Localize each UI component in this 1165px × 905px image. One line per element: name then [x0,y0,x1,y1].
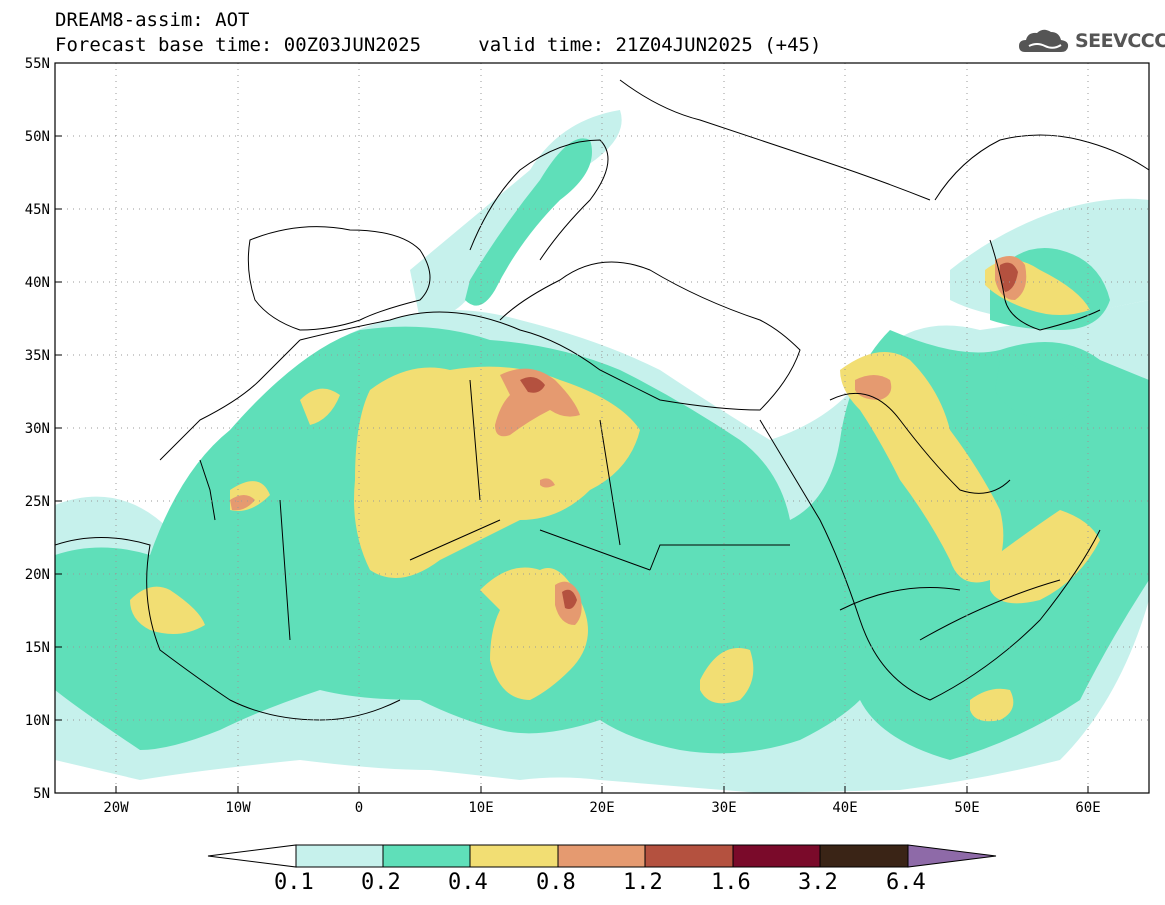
lon-label-20w: 20W [103,800,129,816]
lat-label-40n: 40N [25,275,50,291]
colorbar-label-0-2: 0.2 [361,870,401,895]
lat-label-15n: 15N [25,640,50,656]
lat-label-50n: 50N [25,129,50,145]
colorbar-label-1-2: 1.2 [623,870,663,895]
coastlines [55,79,1149,721]
lat-label-55n: 55N [25,56,50,72]
colorbar [207,844,997,868]
colorbar-label-3-2: 3.2 [798,870,838,895]
lon-label-10w: 10W [225,800,251,816]
lon-label-30e: 30E [711,800,736,816]
lon-label-60e: 60E [1075,800,1100,816]
colorbar-bin-0-1 [295,844,384,868]
lat-label-45n: 45N [25,202,50,218]
map-grid [55,63,1149,793]
lon-label-0: 0 [355,800,363,816]
aot-level-0-4 [130,260,1100,722]
colorbar-label-0-1: 0.1 [274,870,314,895]
lat-label-30n: 30N [25,421,50,437]
lon-label-20e: 20E [589,800,614,816]
colorbar-label-6-4: 6.4 [886,870,926,895]
valid-time-label: valid time: 21Z04JUN2025 (+45) [478,34,822,56]
aot-fields [55,110,1149,793]
lon-label-10e: 10E [468,800,493,816]
colorbar-bin-1-2 [644,844,734,868]
lon-label-40e: 40E [832,800,857,816]
lat-label-25n: 25N [25,494,50,510]
colorbar-bin-0-2 [382,844,471,868]
logo-text: SEEVCCC [1075,30,1165,52]
colorbar-label-1-6: 1.6 [711,870,751,895]
base-time-label: Forecast base time: 00Z03JUN2025 [55,34,422,56]
cloud-logo-icon [1019,29,1069,52]
lat-label-10n: 10N [25,713,50,729]
forecast-time-line: Forecast base time: 00Z03JUN2025 valid t… [55,35,821,55]
colorbar-bin-0-4 [469,844,559,868]
colorbar-bin-3-2 [819,844,909,868]
colorbar-high-arrow [907,844,997,868]
lon-label-50e: 50E [954,800,979,816]
colorbar-label-0-4: 0.4 [448,870,488,895]
lat-label-20n: 20N [25,567,50,583]
axis-ticks [55,135,1089,793]
colorbar-low-arrow [207,844,297,868]
map-title: DREAM8-assim: AOT [55,9,250,31]
colorbar-label-0-8: 0.8 [536,870,576,895]
colorbar-bin-1-6 [732,844,821,868]
aot-level-1-2 [520,262,1018,609]
lat-label-35n: 35N [25,348,50,364]
colorbar-bin-0-8 [557,844,646,868]
lat-label-5n: 5N [33,786,50,802]
